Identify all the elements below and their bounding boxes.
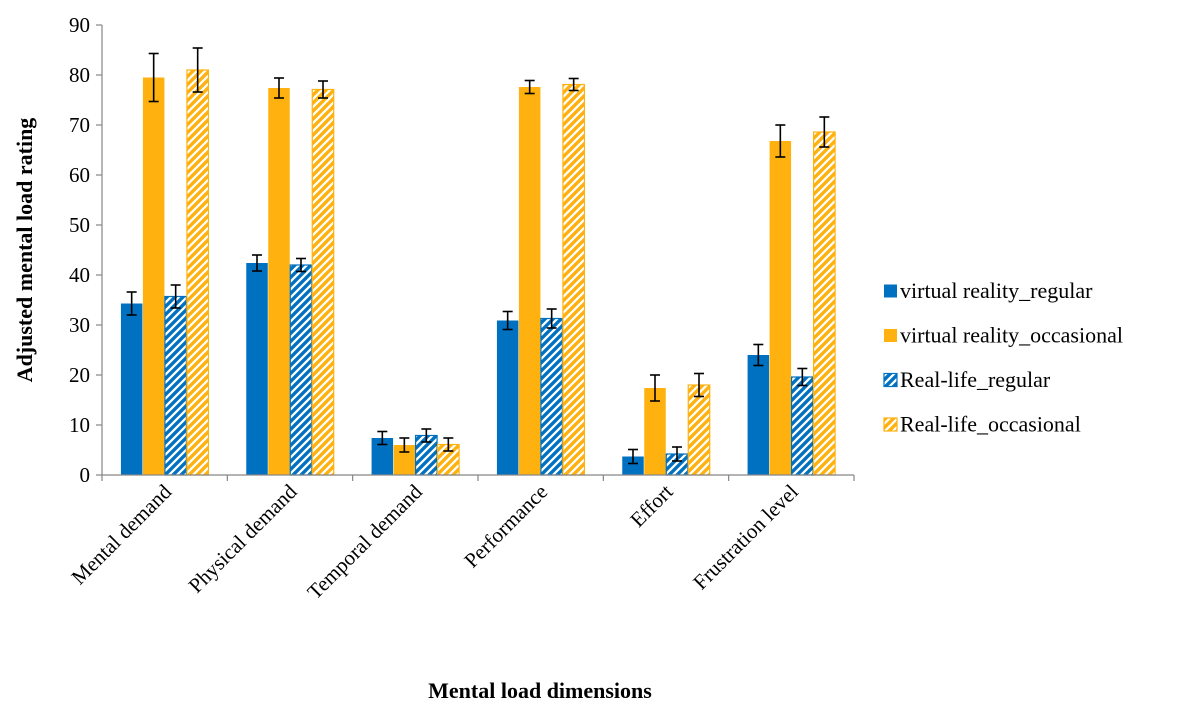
error-bar (797, 367, 808, 387)
bar (769, 141, 792, 475)
error-bar (274, 77, 284, 99)
y-tick-label: 70 (69, 113, 90, 137)
error-bar (753, 343, 764, 367)
bar (164, 295, 188, 476)
error-bar (502, 310, 513, 331)
y-tick-label: 50 (69, 213, 90, 237)
bar (142, 77, 165, 475)
error-bar (296, 257, 306, 273)
legend-item: virtual reality_occasional (884, 323, 1123, 348)
bar (186, 69, 210, 476)
error-bar (775, 124, 786, 158)
legend-swatch (883, 417, 898, 432)
error-bar (546, 308, 557, 329)
bar (644, 388, 666, 475)
error-bar (399, 437, 410, 453)
plot-area (120, 47, 836, 476)
y-tick-label: 0 (80, 463, 91, 487)
error-bar (421, 428, 432, 443)
y-tick-label: 90 (69, 13, 90, 37)
error-bar (650, 374, 660, 402)
bar (393, 445, 416, 475)
bar (311, 88, 335, 476)
bar (790, 376, 814, 476)
category-label: Physical demand (184, 479, 302, 597)
category-label: Frustration level (688, 479, 803, 594)
bar (518, 87, 541, 475)
bar (747, 355, 770, 475)
error-bar (252, 254, 262, 272)
error-bar (443, 437, 454, 452)
legend-swatch (883, 372, 898, 388)
bar (622, 456, 644, 475)
legend-swatch (884, 329, 897, 342)
bar (246, 263, 268, 475)
bar (687, 384, 711, 476)
bar (289, 264, 313, 476)
bar (120, 303, 143, 475)
error-bar (524, 79, 535, 95)
bar (562, 83, 586, 476)
error-bar (126, 291, 137, 316)
error-bar (170, 284, 181, 309)
error-bar (318, 80, 328, 99)
y-tick-label: 80 (69, 63, 90, 87)
legend-label: virtual reality_regular (900, 278, 1093, 303)
legend-item: Real-life_regular (883, 367, 1051, 392)
legend-item: Real-life_occasional (883, 412, 1081, 437)
legend-swatch (884, 284, 897, 298)
y-tick-label: 20 (69, 363, 90, 387)
x-axis: Mental demand Physical demand Temporal dem… (66, 474, 855, 604)
y-tick-label: 40 (69, 263, 90, 287)
category-label: Performance (459, 480, 552, 573)
bar (268, 88, 290, 475)
bar (496, 320, 519, 475)
y-axis-title: Adjusted mental load rating (12, 118, 37, 383)
error-bar (819, 116, 830, 148)
bar (540, 317, 564, 476)
legend-label: Real-life_occasional (900, 412, 1081, 437)
error-bar (148, 52, 159, 103)
x-axis-title: Mental load dimensions (428, 678, 652, 703)
y-tick-label: 30 (69, 313, 90, 337)
error-bar (628, 448, 638, 465)
legend-item: virtual reality_regular (884, 278, 1093, 303)
y-tick-label: 60 (69, 163, 90, 187)
error-bar (672, 446, 682, 462)
error-bar (694, 372, 704, 398)
bar (371, 438, 394, 475)
y-axis: 0 10 20 30 40 50 60 70 80 90 (69, 13, 103, 487)
bar (812, 131, 836, 476)
legend-label: Real-life_regular (900, 367, 1051, 392)
error-bar (377, 430, 388, 446)
category-label: Mental demand (66, 479, 176, 589)
legend-label: virtual reality_occasional (900, 323, 1123, 348)
error-bar (192, 47, 203, 93)
error-bar (568, 77, 579, 92)
category-label: Effort (625, 479, 677, 531)
y-tick-label: 10 (69, 413, 90, 437)
category-label: Temporal demand (302, 479, 427, 604)
